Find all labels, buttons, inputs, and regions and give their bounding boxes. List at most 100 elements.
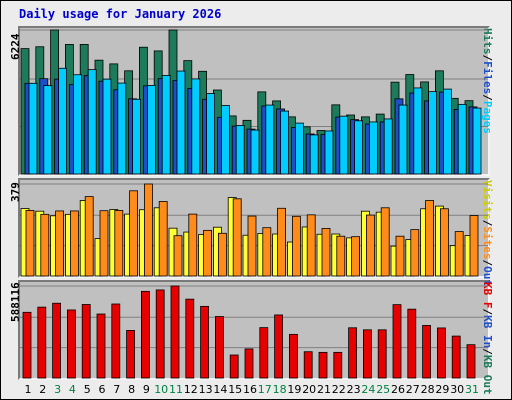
bar-sites-5 (84, 196, 94, 277)
bar-pages-8 (132, 98, 142, 175)
bar-kbytes-31 (466, 344, 476, 379)
bar-kbytes-11 (170, 285, 180, 379)
day-label-20: 20 (302, 383, 316, 396)
bar-pages-4 (73, 74, 82, 175)
bar-sites-13 (203, 229, 213, 277)
bar-sites-18 (277, 207, 287, 277)
bar-pages-7 (117, 82, 127, 175)
bar-pages-2 (43, 85, 53, 175)
day-label-5: 5 (84, 383, 91, 396)
bar-kbytes-1 (22, 311, 32, 379)
bar-pages-14 (220, 105, 230, 175)
bar-kbytes-14 (214, 316, 224, 379)
day-label-24: 24 (361, 383, 375, 396)
day-label-22: 22 (332, 383, 346, 396)
bar-kbytes-17 (259, 327, 269, 379)
day-label-15: 15 (228, 383, 242, 396)
day-label-2: 2 (39, 383, 46, 396)
day-label-8: 8 (128, 383, 135, 396)
bar-sites-31 (469, 215, 479, 277)
bar-kbytes-26 (392, 304, 402, 379)
day-label-18: 18 (273, 383, 287, 396)
bar-pages-6 (102, 78, 112, 175)
bar-sites-1 (25, 210, 35, 277)
day-label-4: 4 (69, 383, 76, 396)
bar-kbytes-23 (348, 327, 358, 379)
bar-kbytes-2 (37, 306, 47, 379)
bar-pages-10 (161, 75, 171, 175)
bar-kbytes-30 (451, 335, 461, 379)
bar-sites-15 (232, 198, 242, 277)
bar-kbytes-4 (67, 309, 76, 379)
bar-sites-20 (306, 214, 316, 277)
bar-kbytes-29 (436, 327, 446, 379)
bar-kbytes-24 (362, 329, 372, 379)
day-label-25: 25 (376, 383, 390, 396)
bar-pages-17 (265, 104, 275, 175)
bar-pages-13 (206, 93, 216, 175)
day-label-7: 7 (113, 383, 120, 396)
bar-kbytes-12 (185, 298, 195, 379)
bar-sites-27 (410, 229, 420, 277)
bar-pages-30 (457, 103, 467, 175)
day-label-28: 28 (421, 383, 435, 396)
day-label-16: 16 (243, 383, 257, 396)
bar-pages-5 (87, 69, 97, 175)
day-label-27: 27 (406, 383, 420, 396)
bar-kbytes-15 (229, 354, 239, 379)
bar-pages-29 (442, 88, 452, 175)
bar-pages-21 (324, 130, 334, 175)
bar-kbytes-7 (111, 303, 121, 379)
bar-kbytes-9 (140, 290, 150, 379)
bar-sites-14 (217, 232, 227, 277)
bar-sites-21 (321, 228, 331, 277)
bar-kbytes-22 (333, 351, 343, 379)
day-label-14: 14 (213, 383, 227, 396)
bar-pages-12 (191, 78, 201, 175)
bar-sites-4 (70, 210, 79, 277)
bar-sites-9 (143, 183, 153, 277)
bar-sites-25 (380, 207, 390, 277)
bar-sites-7 (114, 210, 124, 277)
bar-sites-6 (99, 210, 109, 277)
bar-kbytes-8 (126, 330, 135, 379)
bar-kbytes-18 (274, 314, 284, 379)
bar-sites-16 (247, 215, 257, 277)
day-label-6: 6 (99, 383, 106, 396)
day-label-11: 11 (169, 383, 183, 396)
bar-sites-2 (40, 213, 50, 277)
bar-kbytes-10 (155, 289, 165, 379)
bar-pages-9 (146, 84, 156, 175)
bar-pages-15 (235, 125, 245, 175)
bar-pages-3 (58, 67, 67, 175)
day-label-9: 9 (143, 383, 150, 396)
bar-sites-10 (158, 201, 168, 277)
bar-pages-1 (28, 82, 38, 175)
bar-sites-28 (425, 200, 435, 277)
bar-sites-17 (262, 227, 272, 277)
bar-kbytes-3 (52, 302, 61, 379)
bar-pages-19 (294, 122, 304, 175)
day-label-12: 12 (184, 383, 198, 396)
bar-sites-19 (291, 215, 301, 277)
bar-sites-11 (173, 235, 183, 277)
bar-sites-3 (55, 210, 64, 277)
day-label-31: 31 (465, 383, 479, 396)
bar-pages-26 (398, 104, 408, 175)
bar-kbytes-5 (81, 304, 91, 379)
bar-pages-31 (472, 107, 482, 175)
bar-kbytes-25 (377, 329, 387, 379)
day-label-23: 23 (347, 383, 361, 396)
bar-pages-20 (309, 134, 319, 175)
day-label-13: 13 (199, 383, 213, 396)
bar-sites-22 (336, 235, 346, 277)
bar-kbytes-28 (422, 325, 432, 379)
bar-kbytes-27 (407, 308, 417, 379)
bar-pages-27 (413, 87, 423, 175)
bar-sites-12 (188, 213, 198, 277)
bar-kbytes-6 (96, 313, 106, 379)
bar-sites-24 (365, 214, 375, 277)
bar-pages-18 (280, 110, 290, 175)
bar-sites-23 (351, 236, 361, 277)
